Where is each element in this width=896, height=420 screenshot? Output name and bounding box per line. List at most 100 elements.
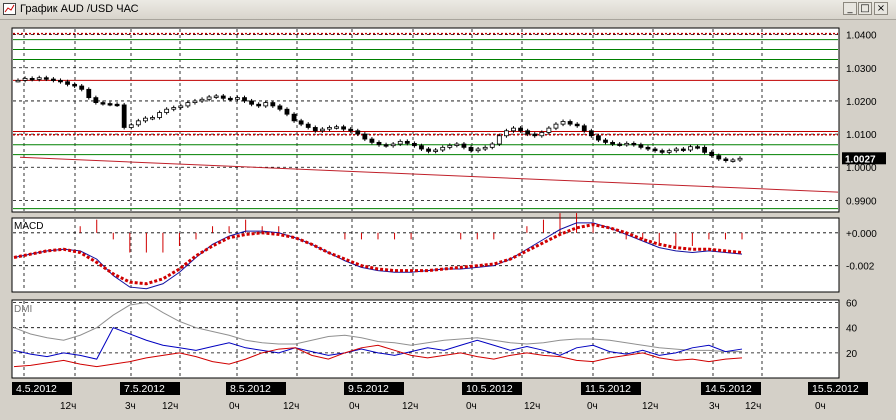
date-label-box [344,382,404,395]
hour-label: 12ч [524,401,540,412]
candle-body [603,139,608,143]
hour-label: 3ч [125,401,136,412]
candle-body [100,102,106,105]
candle-body [390,143,396,147]
price-tick-label: 1.0400 [846,31,877,42]
date-label-box [701,382,761,395]
candle-body [277,105,283,110]
candle-body [143,117,148,122]
hour-label: 12ч [162,401,178,412]
candle-body [539,132,545,137]
candle-body [673,148,679,152]
hour-label: 0ч [587,401,598,412]
candle-body [256,103,262,107]
date-label: 15.5.2012 [812,383,859,395]
candle-body [312,127,318,132]
candle-body [638,144,644,148]
date-label-box [462,382,522,395]
candle-body [298,120,304,125]
candle-body [666,150,672,153]
candle-body [319,128,325,132]
date-label-box [226,382,286,395]
candle-body [263,102,269,107]
candle-body [284,108,290,115]
window-title: График AUD /USD ЧАС [20,3,139,15]
candle-body [341,126,347,130]
candle-body [723,158,729,162]
hour-label: 12ч [745,401,761,412]
candle-body [305,123,311,128]
macd-tick-label: -0.002 [846,262,875,273]
date-label-box [581,382,641,395]
candle-body [114,103,120,107]
dmi-plus-line [13,327,743,360]
trend-line [19,156,839,193]
candle-body [348,128,354,132]
macd-panel [11,217,840,293]
date-label: 14.5.2012 [705,383,752,395]
candle-body [178,105,184,108]
candle-body [567,121,573,125]
candle-body [15,79,21,83]
candle-body [171,107,177,110]
candle-body [86,88,92,99]
candle-body [376,141,382,146]
candle-body [695,146,700,149]
candle-body [596,135,601,141]
candle-body [355,130,361,135]
candle-body [680,148,686,151]
candle-body [22,77,28,81]
candle-body [213,95,219,98]
candle-body [58,79,63,83]
date-label: 10.5.2012 [466,383,513,395]
dmi-minus-line [13,344,743,368]
candle-body [164,108,170,113]
candle-body [518,127,523,132]
dmi-panel-label: DMI [14,304,32,315]
price-panel [11,27,840,213]
price-tick-label: 0.9900 [846,196,877,207]
maximize-button[interactable]: □ [858,2,872,15]
candle-body [426,148,431,152]
date-label: 8.5.2012 [230,383,271,395]
candle-body [249,100,254,105]
candle-body [716,155,722,160]
hour-label: 12ч [60,401,76,412]
macd-tick-label: +0.000 [846,229,877,240]
date-label-box [808,382,868,395]
candle-body [135,120,141,126]
candle-body [496,135,502,145]
minimize-button[interactable]: _ [843,2,857,15]
date-label-box [12,382,72,395]
close-button[interactable]: × [874,2,888,15]
candle-body [617,143,623,146]
candle-body [235,97,240,100]
dmi-panel [11,299,840,379]
candle-body [461,143,467,148]
candle-body [327,127,332,130]
candle-body [29,77,35,81]
candle-body [150,117,155,120]
price-tick-label: 1.0300 [846,64,877,75]
candle-body [688,146,693,151]
candle-body [227,97,233,101]
candle-body [652,148,658,152]
candle-body [525,130,531,135]
candle-body [220,95,226,99]
candle-body [454,143,460,146]
date-label: 9.5.2012 [348,383,389,395]
candle-body [397,140,403,145]
dmi-tick-label: 40 [846,324,858,335]
candle-body [121,104,127,128]
price-tick-label: 1.0100 [846,130,877,141]
candle-body [588,130,594,137]
candle-body [291,113,297,122]
candle-body [511,127,516,132]
date-label: 11.5.2012 [585,383,631,395]
candle-body [36,77,42,80]
hour-label: 12ч [642,401,658,412]
candle-body [65,81,70,85]
candle-body [482,146,488,150]
candle-body [532,133,538,137]
